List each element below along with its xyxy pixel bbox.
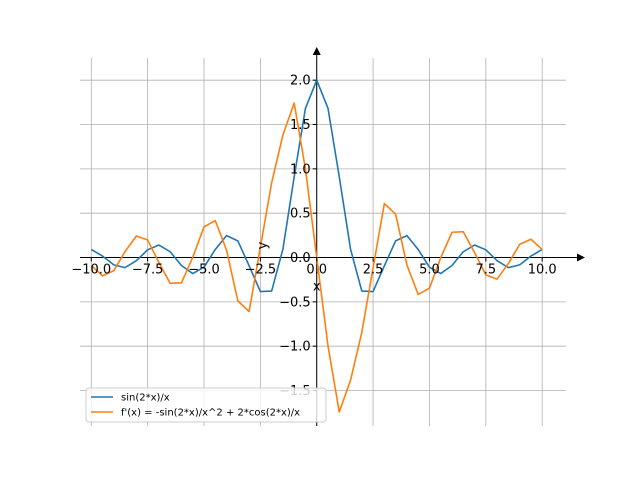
legend-box: [85, 387, 327, 423]
legend: sin(2*x)/x f'(x) = -sin(2*x)/x^2 + 2*cos(…: [85, 387, 327, 423]
x-tick-label: −10.0: [71, 263, 111, 278]
y-tick-label: 1.0: [290, 162, 311, 177]
x-axis-label: x: [313, 280, 321, 295]
y-tick-label: −0.5: [279, 295, 311, 310]
x-tick-label: −7.5: [132, 263, 164, 278]
x-tick-label: 2.5: [363, 263, 384, 278]
x-tick-label: −2.5: [245, 263, 277, 278]
x-tick-label: 7.5: [475, 263, 496, 278]
x-tick-label: −5.0: [188, 263, 220, 278]
y-tick-label: −1.0: [279, 340, 311, 355]
tick-labels: −10.0−7.5−5.0−2.50.02.55.07.510.0−1.5−1.…: [71, 74, 556, 399]
x-tick-label: 0.0: [306, 263, 327, 278]
series-line-1: [90, 79, 543, 293]
legend-label: f'(x) = -sin(2*x)/x^2 + 2*cos(2*x)/x: [121, 408, 300, 419]
y-tick-label: 1.5: [290, 118, 311, 133]
x-tick-label: 5.0: [419, 263, 440, 278]
grid: [80, 58, 566, 426]
x-axis-arrow-icon: [577, 253, 585, 262]
y-axis-label: y: [256, 241, 271, 249]
y-tick-label: 2.0: [290, 74, 311, 89]
legend-label: sin(2*x)/x: [121, 393, 170, 404]
y-axis-arrow-icon: [312, 47, 321, 55]
y-tick-label: 0.5: [290, 207, 311, 222]
x-tick-label: 10.0: [528, 263, 557, 278]
axes: [80, 47, 585, 426]
y-tick-label: 0.0: [290, 251, 311, 266]
